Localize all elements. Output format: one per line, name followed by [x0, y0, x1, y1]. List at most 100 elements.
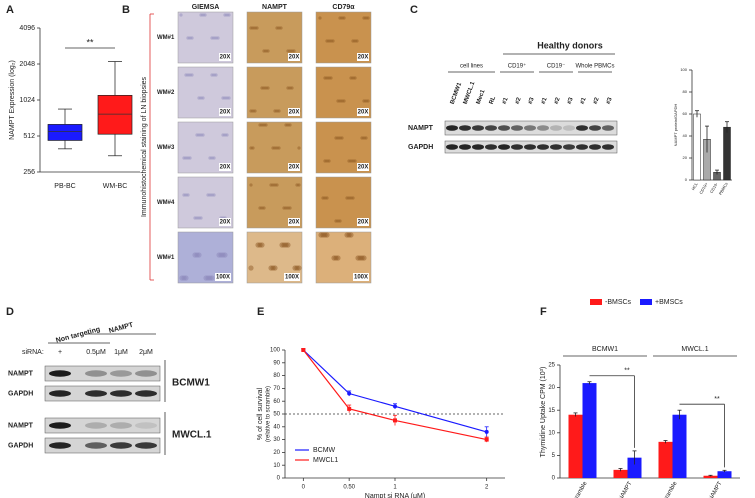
magnification: 20X — [289, 165, 300, 171]
marker — [347, 406, 352, 411]
texture — [264, 86, 268, 90]
texture — [270, 265, 276, 271]
texture — [324, 232, 330, 238]
texture — [186, 73, 190, 77]
group-label: cell lines — [460, 64, 483, 70]
band — [563, 125, 575, 131]
y-tick-label: 15 — [548, 408, 555, 414]
texture — [251, 109, 255, 113]
blot — [44, 417, 161, 434]
bar — [672, 414, 687, 478]
band — [459, 144, 471, 150]
texture — [210, 156, 214, 160]
texture — [207, 275, 213, 281]
texture — [357, 255, 363, 261]
texture — [249, 26, 253, 30]
panel-label: B — [122, 4, 130, 16]
legend-label: MWCL1 — [313, 457, 338, 464]
band — [110, 422, 132, 429]
y-axis-label: NAMPT protein/GAPDH — [673, 104, 678, 147]
texture — [359, 255, 365, 261]
texture — [199, 133, 203, 137]
texture — [329, 39, 333, 43]
texture — [186, 193, 190, 197]
row-label: WM#4 — [157, 200, 175, 206]
y-tick-label: 1024 — [19, 97, 35, 104]
band — [550, 125, 562, 131]
band — [110, 370, 132, 377]
texture — [273, 146, 277, 150]
texture — [355, 255, 361, 261]
lane-label: #3 — [606, 96, 614, 105]
texture — [348, 232, 354, 238]
texture — [336, 136, 340, 140]
texture — [179, 13, 183, 17]
texture — [184, 73, 188, 77]
row-label: GAPDH — [8, 390, 33, 397]
texture — [286, 206, 290, 210]
texture — [290, 86, 294, 90]
texture — [273, 183, 277, 187]
band — [576, 144, 588, 150]
magnification-box — [288, 163, 300, 171]
texture — [283, 242, 289, 248]
texture — [208, 156, 212, 160]
texture — [216, 252, 222, 258]
texture — [333, 255, 339, 261]
texture — [323, 159, 327, 163]
texture — [190, 73, 194, 77]
magnification-box — [288, 218, 300, 226]
x-tick-label: PBMCs — [718, 182, 729, 196]
bar — [582, 383, 597, 478]
texture — [342, 99, 346, 103]
texture — [227, 13, 231, 17]
magnification: 20X — [358, 165, 369, 171]
texture — [351, 159, 355, 163]
y-tick-label: 90 — [273, 360, 280, 366]
texture — [182, 193, 186, 197]
micrograph — [315, 66, 372, 119]
texture — [221, 96, 225, 100]
magnification: 20X — [220, 110, 231, 116]
texture — [285, 242, 291, 248]
row-label: GAPDH — [408, 144, 433, 151]
panel-label: F — [540, 306, 547, 318]
texture — [249, 109, 253, 113]
texture — [329, 76, 333, 80]
texture — [260, 206, 264, 210]
legend-swatch — [640, 299, 652, 305]
band — [85, 390, 107, 397]
texture — [255, 242, 261, 248]
texture — [292, 265, 298, 271]
lane-label: #2 — [515, 96, 523, 105]
magnification-box — [357, 108, 369, 116]
texture — [194, 252, 200, 258]
band — [110, 442, 132, 449]
band — [524, 144, 536, 150]
lane-label: #1 — [502, 96, 510, 105]
magnification-box — [353, 273, 369, 281]
texture — [203, 275, 209, 281]
row-label: NAMPT — [8, 370, 34, 377]
y-tick-label: 100 — [680, 67, 687, 72]
texture — [262, 86, 266, 90]
texture — [345, 196, 349, 200]
band — [550, 144, 562, 150]
texture — [199, 13, 203, 17]
texture — [201, 133, 205, 137]
texture — [210, 36, 214, 40]
texture — [334, 136, 338, 140]
texture — [205, 275, 211, 281]
marker — [484, 437, 489, 442]
lane-label: 0.5μM — [86, 349, 106, 356]
x-tick-label: 0 — [302, 485, 306, 491]
texture — [296, 265, 302, 271]
texture — [266, 49, 270, 53]
texture — [264, 49, 268, 53]
panel-label: C — [410, 4, 418, 16]
texture — [275, 146, 279, 150]
y-tick-label: 30 — [273, 437, 280, 443]
x-tick-label: 0.50 — [343, 485, 355, 491]
texture — [188, 36, 192, 40]
